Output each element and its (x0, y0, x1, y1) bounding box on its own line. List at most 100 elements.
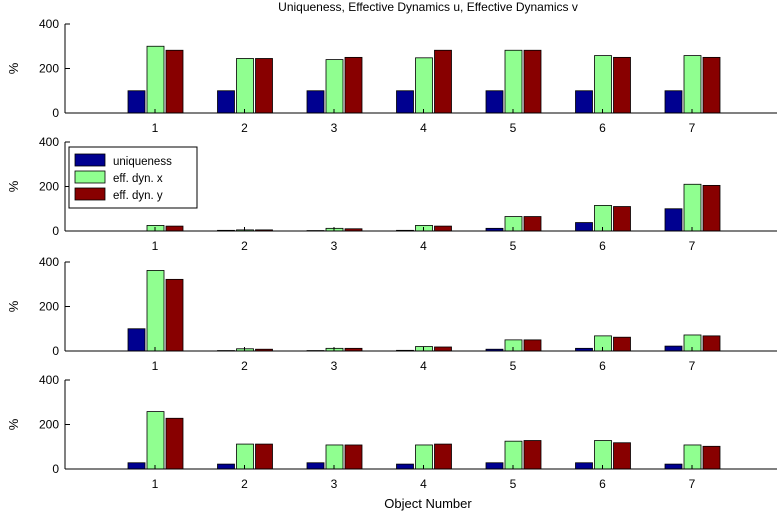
x-tick-label: 4 (420, 121, 427, 135)
y-tick-label: 400 (39, 373, 59, 387)
x-tick-label: 6 (599, 477, 606, 491)
y-tick-label: 400 (39, 135, 59, 149)
x-tick-label: 5 (510, 359, 517, 373)
bar-eff-dyn-y (702, 335, 721, 352)
legend-swatch (74, 187, 106, 201)
bar-uniqueness (664, 208, 683, 232)
x-tick-label: 7 (689, 239, 696, 253)
x-tick-label: 5 (510, 239, 517, 253)
y-tick-label: 0 (52, 224, 59, 238)
bar-eff-dyn-y (434, 346, 452, 352)
legend-swatch (74, 170, 106, 184)
bar-uniqueness (127, 462, 146, 470)
x-tick-label: 1 (152, 239, 159, 253)
bar-uniqueness (575, 90, 593, 114)
x-tick-label: 7 (689, 121, 696, 135)
bar-eff-dyn-y (523, 49, 542, 114)
bar-eff-dyn-x (504, 440, 523, 470)
bar-eff-dyn-y (344, 56, 363, 114)
bar-eff-dyn-y (613, 206, 631, 232)
x-tick-label: 6 (599, 359, 606, 373)
bar-eff-dyn-y (165, 278, 184, 352)
panel-3: 0 200 400% 1 2 3 4 5 6 7 (6, 255, 777, 373)
bar-uniqueness (306, 462, 325, 470)
bar-uniqueness (306, 90, 325, 114)
bar-eff-dyn-y (523, 339, 542, 352)
bar-eff-dyn-y (165, 417, 184, 470)
bar-uniqueness (575, 222, 593, 232)
y-tick-label: 400 (39, 17, 59, 31)
x-tick-label: 4 (420, 477, 427, 491)
panel-1: 0 200 400% 1 2 3 4 5 6 7 (6, 17, 777, 135)
y-axis-label: % (6, 300, 21, 312)
panel-2: 0 200 400% 1 2 3 4 5 6 7 uniqueness eff. dyn. x eff.… (6, 135, 777, 253)
x-tick-label: 5 (510, 477, 517, 491)
legend: uniqueness eff. dyn. x eff. dyn. y (68, 146, 198, 209)
bar-eff-dyn-y (523, 440, 542, 470)
x-tick-label: 2 (241, 239, 248, 253)
bar-uniqueness (396, 463, 414, 470)
y-tick-label: 0 (52, 344, 59, 358)
bar-eff-dyn-y (523, 216, 542, 232)
bar-uniqueness (575, 462, 593, 470)
bar-eff-dyn-x (236, 58, 254, 114)
x-tick-label: 2 (241, 121, 248, 135)
y-tick-label: 200 (39, 300, 59, 314)
y-tick-label: 0 (52, 462, 59, 476)
panel-4: 0 200 400% 1 2 3 4 5 6 7 (6, 373, 777, 491)
y-tick-label: 200 (39, 180, 59, 194)
legend-entry: eff. dyn. x (113, 173, 163, 185)
bar-uniqueness (396, 90, 414, 114)
bar-eff-dyn-y (702, 445, 721, 470)
bar-eff-dyn-y (255, 58, 273, 114)
x-tick-label: 7 (689, 359, 696, 373)
bar-eff-dyn-y (613, 442, 631, 470)
bar-uniqueness (664, 345, 683, 352)
x-tick-label: 6 (599, 239, 606, 253)
y-axis-label: % (6, 418, 21, 430)
bar-eff-dyn-y (165, 225, 184, 232)
bar-uniqueness (217, 90, 235, 114)
bar-eff-dyn-x (683, 183, 702, 232)
bar-eff-dyn-y (255, 443, 273, 470)
bar-eff-dyn-y (613, 336, 631, 352)
bar-eff-dyn-y (434, 49, 452, 114)
bar-eff-dyn-y (434, 225, 452, 232)
x-tick-label: 3 (331, 477, 338, 491)
y-axis-label: % (6, 62, 21, 74)
bar-eff-dyn-y (702, 56, 721, 114)
bar-eff-dyn-x (146, 45, 165, 114)
x-tick-label: 1 (152, 359, 159, 373)
bar-uniqueness (485, 462, 504, 470)
y-tick-label: 400 (39, 255, 59, 269)
y-tick-label: 200 (39, 418, 59, 432)
bar-eff-dyn-x (594, 440, 612, 470)
bar-eff-dyn-x (325, 59, 344, 114)
y-axis-label: % (6, 180, 21, 192)
x-tick-label: 2 (241, 359, 248, 373)
bar-eff-dyn-x (146, 270, 165, 352)
bar-eff-dyn-y (613, 56, 631, 114)
bar-uniqueness (664, 463, 683, 470)
x-tick-label: 4 (420, 239, 427, 253)
x-tick-label: 3 (331, 239, 338, 253)
bar-eff-dyn-x (415, 57, 433, 114)
x-tick-label: 5 (510, 121, 517, 135)
bar-eff-dyn-x (146, 411, 165, 470)
x-tick-label: 4 (420, 359, 427, 373)
bar-uniqueness (217, 463, 235, 470)
y-tick-label: 200 (39, 62, 59, 76)
bar-uniqueness (127, 328, 146, 352)
x-tick-label: 2 (241, 477, 248, 491)
y-tick-label: 0 (52, 106, 59, 120)
x-axis-label: Object Number (384, 496, 472, 511)
bar-uniqueness (664, 90, 683, 114)
x-tick-label: 3 (331, 359, 338, 373)
x-tick-label: 1 (152, 121, 159, 135)
x-tick-label: 1 (152, 477, 159, 491)
chart-title: Uniqueness, Effective Dynamics u, Effect… (278, 0, 578, 14)
bar-eff-dyn-x (504, 49, 523, 114)
x-tick-label: 7 (689, 477, 696, 491)
